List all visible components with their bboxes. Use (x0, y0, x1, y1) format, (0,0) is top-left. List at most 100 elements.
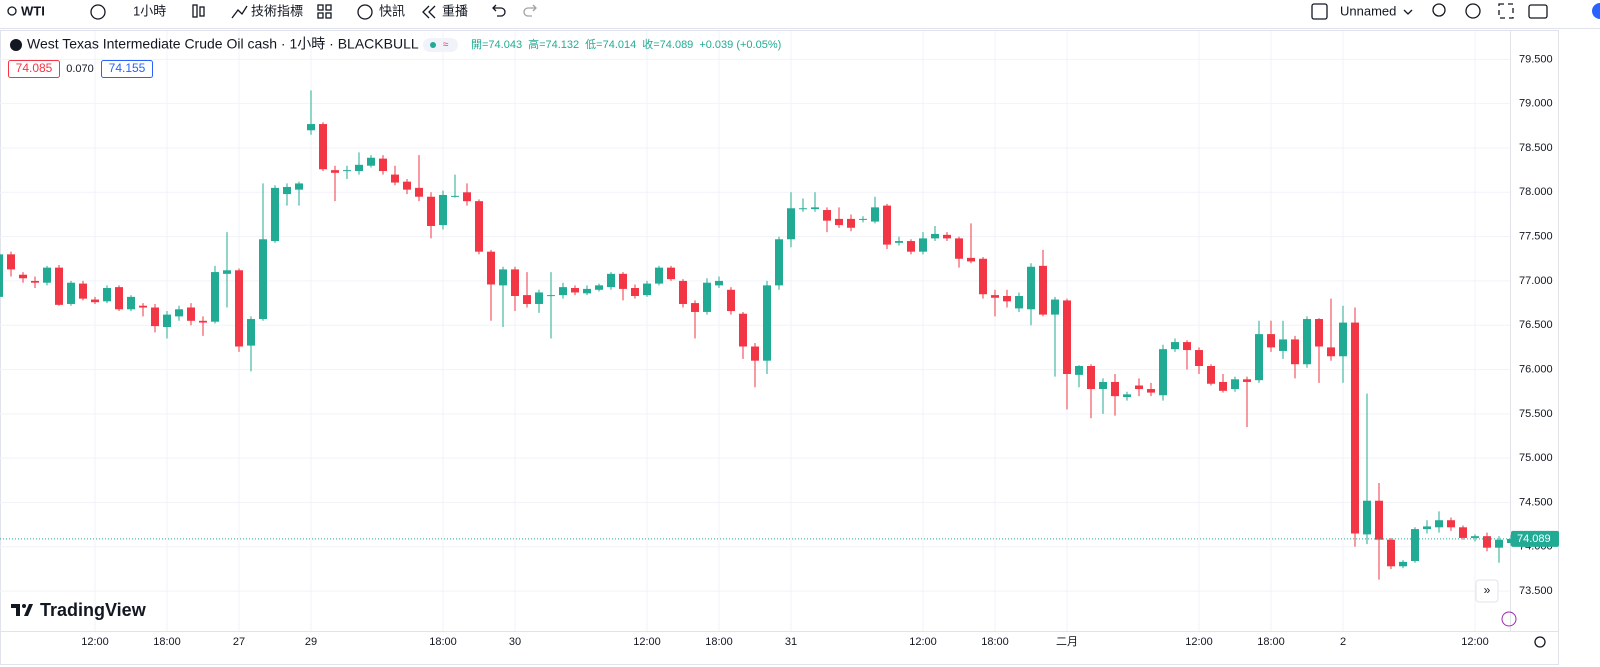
candle-body (763, 285, 771, 361)
chart-type-icon (199, 6, 205, 17)
fullscreen-icon[interactable] (1498, 3, 1514, 19)
candle-body (319, 124, 327, 170)
candle-body (115, 287, 123, 310)
legend-title[interactable]: West Texas Intermediate Crude Oil cash ·… (27, 36, 419, 52)
ask-box[interactable] (101, 60, 153, 78)
candle-body (967, 257, 975, 262)
x-tick-label: 12:00 (1461, 636, 1489, 648)
candle-body (0, 254, 3, 297)
candle-body (871, 207, 879, 222)
symbol-button[interactable]: WTI (21, 3, 45, 18)
quick-search-icon[interactable] (1432, 3, 1446, 17)
candle-body (1387, 539, 1395, 567)
candle-body (139, 305, 147, 308)
candle-body (223, 270, 231, 274)
layout-dropdown[interactable] (1403, 9, 1413, 15)
legend-value: 收=74.089 (642, 37, 693, 51)
candle-body (403, 181, 411, 190)
candle-body (151, 307, 159, 327)
candle-body (775, 239, 783, 286)
indicators-icon (231, 5, 248, 19)
legend-value: 開=74.043 (471, 38, 522, 51)
candle-body (415, 187, 423, 197)
tv-logo-text[interactable]: TradingView (40, 600, 147, 620)
alerts-button[interactable]: 快訊 (379, 3, 405, 18)
candle-body (535, 292, 543, 304)
candle-body (1015, 295, 1023, 309)
search-icon (7, 6, 17, 16)
candle-body (895, 241, 903, 243)
ask-price[interactable]: 74.155 (109, 61, 146, 75)
candle-body (631, 288, 639, 296)
candle-body (979, 258, 987, 295)
candle-body (475, 201, 483, 252)
candle-body (1159, 349, 1167, 396)
candle-body (1051, 299, 1059, 315)
candle-body (1135, 385, 1143, 390)
candle-body (751, 346, 759, 361)
snapshot-icon[interactable] (1528, 4, 1548, 19)
candle-body (1411, 529, 1419, 561)
y-tick-label: 78.000 (1519, 186, 1553, 198)
market-open-dot (430, 42, 436, 48)
chart-type-icon[interactable] (192, 4, 198, 18)
candle-body (547, 295, 555, 297)
flash-icon[interactable] (1501, 611, 1517, 627)
layout-name[interactable]: Unnamed (1340, 3, 1396, 18)
candle-body (367, 157, 375, 166)
candle-body (1327, 347, 1335, 357)
candle-body (1375, 500, 1383, 540)
axis-settings-icon[interactable] (1534, 636, 1546, 648)
candle-body (1459, 527, 1467, 538)
candle-body (1123, 394, 1131, 398)
candle-body (247, 319, 255, 346)
candle-body (1003, 295, 1011, 302)
candle-body (331, 170, 339, 173)
x-tick-label: 27 (233, 636, 245, 648)
layout-checkbox[interactable] (1311, 3, 1328, 20)
candle-body (787, 208, 795, 240)
candle-body (355, 164, 363, 172)
publish-button[interactable] (1592, 3, 1600, 19)
interval-button[interactable]: 1小時 (133, 3, 166, 18)
x-tick-label: 18:00 (981, 636, 1009, 648)
candle-body (523, 295, 531, 304)
candle-body (931, 233, 939, 239)
candle-body (79, 283, 87, 299)
scroll-to-realtime[interactable] (1475, 579, 1499, 603)
candle-body (907, 241, 915, 252)
last-price-label: 74.089 (1517, 533, 1551, 545)
y-tick-label: 75.500 (1519, 408, 1553, 420)
add-symbol-icon[interactable] (90, 4, 106, 20)
undo-button[interactable] (492, 4, 506, 17)
candle-body (379, 158, 387, 172)
candle-body (199, 320, 207, 323)
candle-body (211, 272, 219, 322)
templates-icon[interactable] (317, 4, 324, 11)
x-tick-label: 二月 (1056, 636, 1078, 648)
bid-box[interactable] (8, 60, 60, 78)
x-tick-label: 18:00 (153, 636, 181, 648)
candle-body (55, 267, 63, 305)
candle-body (1075, 366, 1083, 375)
candle-body (607, 273, 615, 288)
candle-body (1315, 319, 1323, 347)
candle-body (619, 273, 627, 289)
candle-body (343, 170, 351, 172)
candle-body (1243, 379, 1251, 382)
candle-body (943, 234, 951, 239)
candle-body (1087, 366, 1095, 390)
bid-price[interactable]: 74.085 (16, 61, 53, 75)
indicators-button[interactable]: 技術指標 (251, 3, 303, 18)
y-tick-label: 76.500 (1519, 319, 1553, 331)
replay-button[interactable]: 重播 (442, 3, 468, 18)
candle-body (163, 314, 171, 328)
y-tick-label: 74.500 (1519, 496, 1553, 508)
candle-body (1423, 526, 1431, 530)
redo-button[interactable] (523, 4, 537, 17)
candle-body (31, 280, 39, 283)
settings-icon[interactable] (1465, 3, 1481, 19)
legend-values: 開=74.043 高=74.132 低=74.014 收=74.089 +0.039 (… (471, 37, 781, 51)
templates-icon (325, 12, 332, 19)
